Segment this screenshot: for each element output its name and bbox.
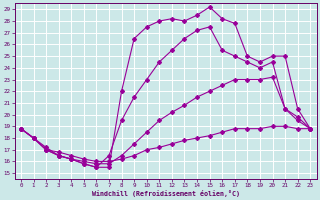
- X-axis label: Windchill (Refroidissement éolien,°C): Windchill (Refroidissement éolien,°C): [92, 190, 240, 197]
